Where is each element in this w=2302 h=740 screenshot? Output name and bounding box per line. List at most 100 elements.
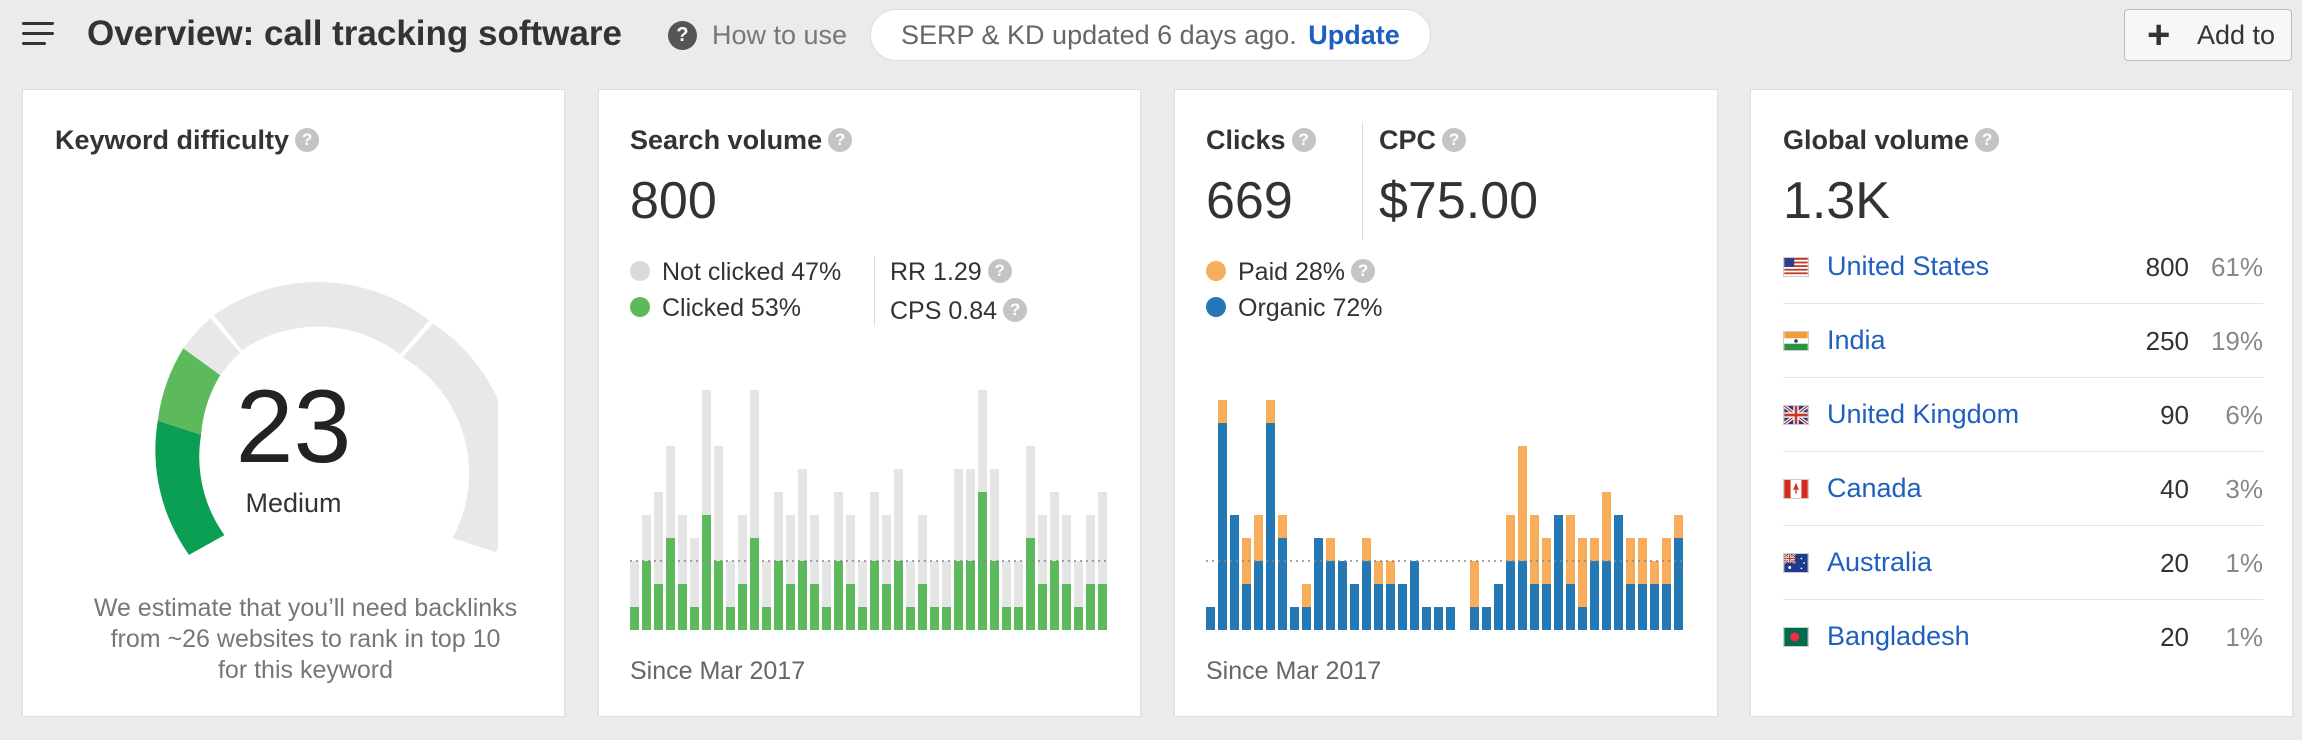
chart-bar — [1470, 607, 1479, 630]
chart-bar — [1422, 607, 1431, 630]
chart-bar — [870, 561, 879, 630]
add-to-button[interactable]: + Add to — [2124, 9, 2292, 61]
chart-bar — [1386, 584, 1395, 630]
chart-bar — [906, 607, 915, 630]
cps-text: CPS 0.84 — [890, 297, 998, 325]
chart-bar-segment — [1590, 538, 1599, 561]
chart-bar-segment — [1374, 561, 1383, 584]
chart-bar-segment — [1026, 446, 1035, 538]
chart-bar-segment — [1326, 538, 1335, 561]
chart-bar-segment — [726, 561, 735, 607]
chart-bar-segment — [1074, 561, 1083, 607]
chart-bar-segment — [822, 561, 831, 607]
blue-dot-icon — [1206, 297, 1226, 318]
clicks-value: 669 — [1206, 172, 1293, 230]
chart-bar — [858, 607, 867, 630]
chart-bar — [1518, 561, 1527, 630]
country-row: Canada 40 3% — [1783, 452, 2263, 526]
chart-bar — [894, 561, 903, 630]
chart-bar — [1638, 584, 1647, 630]
chart-bar — [810, 584, 819, 630]
organic-text: Organic 72% — [1238, 294, 1383, 322]
kd-desc-line: We estimate that you’ll need backlinks — [93, 594, 518, 622]
country-volume: 40 — [2160, 474, 2189, 504]
cps-metric: CPS 0.84? — [890, 297, 1028, 326]
chart-bar-segment — [786, 515, 795, 584]
kd-help-icon[interactable]: ? — [295, 127, 320, 152]
paid-help-icon[interactable]: ? — [1351, 259, 1376, 284]
chart-bar — [1230, 515, 1239, 630]
chart-bar-segment — [1506, 515, 1515, 561]
country-link[interactable]: India — [1827, 325, 1886, 355]
serp-status-pill: SERP & KD updated 6 days ago. Update — [870, 9, 1431, 61]
sv-title-text: Search volume — [630, 125, 823, 155]
chart-bar — [1290, 607, 1299, 630]
not-clicked-legend: Not clicked 47% — [630, 258, 841, 287]
clicks-help-icon[interactable]: ? — [1291, 127, 1316, 152]
kd-gauge-segment — [402, 323, 498, 553]
chart-bar — [750, 538, 759, 630]
cpc-value: $75.00 — [1379, 172, 1539, 230]
chart-bar-segment — [846, 515, 855, 584]
country-row: United States 800 61% — [1783, 230, 2263, 304]
kd-gauge-segment — [155, 420, 225, 555]
paid-legend: Paid 28%? — [1206, 258, 1376, 287]
kd-title-text: Keyword difficulty — [55, 125, 290, 155]
how-to-use-link[interactable]: How to use — [712, 20, 848, 50]
chart-bar — [1302, 607, 1311, 630]
chart-bar-segment — [870, 492, 879, 561]
gv-help-icon[interactable]: ? — [1975, 127, 2000, 152]
chart-bar — [1482, 607, 1491, 630]
country-link[interactable]: Canada — [1827, 473, 1922, 503]
chart-bar-segment — [1254, 515, 1263, 561]
chart-bar-segment — [1098, 492, 1107, 584]
chart-bar — [666, 538, 675, 630]
country-link[interactable]: Australia — [1827, 547, 1933, 577]
update-link[interactable]: Update — [1308, 20, 1400, 50]
chart-bar — [1326, 561, 1335, 630]
kd-description: We estimate that you’ll need backlinks f… — [63, 593, 548, 686]
chart-bar — [642, 561, 651, 630]
cpc-title: CPC? — [1379, 125, 1467, 156]
kd-level: Medium — [245, 488, 342, 518]
chart-bar — [1098, 584, 1107, 630]
chart-bar-segment — [918, 515, 927, 584]
chart-bar-segment — [678, 515, 687, 584]
cpc-help-icon[interactable]: ? — [1442, 127, 1467, 152]
country-percent: 1% — [2225, 622, 2263, 652]
rr-metric: RR 1.29? — [890, 258, 1012, 287]
clicked-legend: Clicked 53% — [630, 294, 801, 323]
chart-bar — [918, 584, 927, 630]
chart-bar-segment — [1650, 561, 1659, 584]
country-row: India 250 19% — [1783, 304, 2263, 378]
sv-value: 800 — [630, 172, 717, 230]
chart-bar-segment — [1266, 400, 1275, 423]
help-icon[interactable]: ? — [668, 21, 697, 50]
chart-bar — [1434, 607, 1443, 630]
rr-help-icon[interactable]: ? — [987, 259, 1012, 284]
cps-help-icon[interactable]: ? — [1003, 298, 1028, 323]
country-row: Australia 20 1% — [1783, 526, 2263, 600]
country-link[interactable]: United Kingdom — [1827, 399, 2020, 429]
chart-bar — [1314, 538, 1323, 630]
country-link[interactable]: Bangladesh — [1827, 621, 1970, 651]
sv-help-icon[interactable]: ? — [828, 127, 853, 152]
chart-bar — [690, 607, 699, 630]
country-percent: 3% — [2225, 474, 2263, 504]
menu-icon[interactable] — [22, 22, 54, 48]
uk-flag-icon — [1783, 405, 1809, 425]
chart-bar — [1374, 584, 1383, 630]
chart-bar — [930, 607, 939, 630]
chart-bar-segment — [1302, 584, 1311, 607]
clicks-chart — [1206, 400, 1686, 630]
country-volume: 800 — [2145, 252, 2189, 282]
country-link[interactable]: United States — [1827, 251, 1990, 281]
chart-bar-segment — [1518, 446, 1527, 561]
chart-bar-segment — [762, 561, 771, 607]
kd-gauge-segment — [157, 348, 221, 435]
chart-bar — [726, 607, 735, 630]
chart-bar-segment — [834, 492, 843, 561]
chart-bar-segment — [990, 469, 999, 561]
chart-bar-segment — [1470, 561, 1479, 607]
chart-bar-segment — [1578, 538, 1587, 607]
